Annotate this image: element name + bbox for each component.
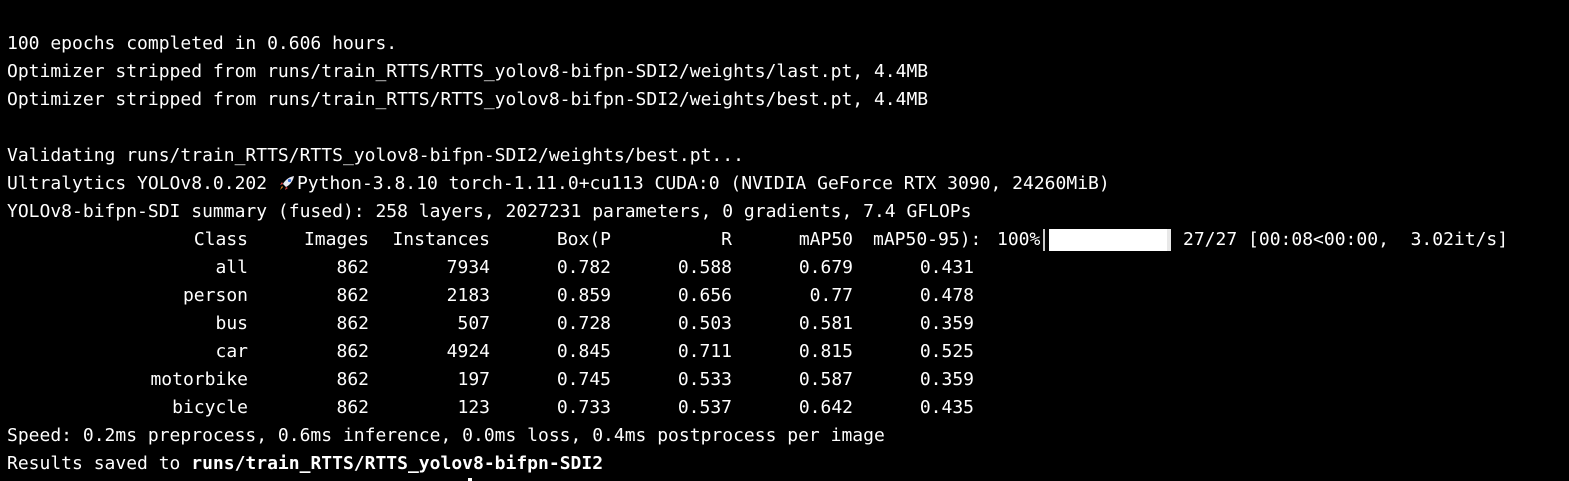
- header-map50-95: mAP50-95):: [873, 229, 982, 250]
- row-class: motorbike: [150, 369, 248, 390]
- rocket-icon: [279, 176, 294, 190]
- row-map50-95: 0.435: [919, 397, 974, 418]
- row-map50: 0.77: [809, 285, 853, 306]
- row-box-p: 0.859: [556, 285, 611, 306]
- progress-bar-fill: [1049, 229, 1167, 251]
- speed-line: Speed: 0.2ms preprocess, 0.6ms inference…: [7, 425, 885, 446]
- row-instances: 197: [457, 369, 490, 390]
- row-map50: 0.581: [798, 313, 853, 334]
- progress-percent: 100%: [997, 229, 1041, 250]
- row-r: 0.588: [677, 257, 732, 278]
- header-images: Images: [303, 229, 369, 250]
- progress-bar-right-edge: [1167, 229, 1171, 251]
- row-class: person: [182, 285, 248, 306]
- ultralytics-line: Ultralytics YOLOv8.0.202 Python-3.8.10 t…: [7, 170, 1110, 198]
- results-prefix: Results saved to: [7, 453, 192, 474]
- row-box-p: 0.782: [556, 257, 611, 278]
- results-line: Results saved to runs/train_RTTS/RTTS_yo…: [7, 450, 603, 478]
- results-path[interactable]: runs/train_RTTS/RTTS_yolov8-bifpn-SDI2: [191, 453, 604, 474]
- progress-tail: 27/27 [00:08<00:00, 3.02it/s]: [1183, 229, 1509, 250]
- row-images: 862: [336, 257, 369, 278]
- row-map50: 0.815: [798, 341, 853, 362]
- row-r: 0.533: [677, 369, 732, 390]
- row-instances: 2183: [446, 285, 490, 306]
- row-class: car: [215, 341, 248, 362]
- row-images: 862: [336, 397, 369, 418]
- header-r: R: [721, 229, 732, 250]
- header-map50: mAP50: [798, 229, 853, 250]
- optimizer-last-line: Optimizer stripped from runs/train_RTTS/…: [7, 61, 929, 82]
- row-class: bicycle: [172, 397, 248, 418]
- row-r: 0.711: [677, 341, 732, 362]
- row-class: all: [215, 257, 248, 278]
- row-images: 862: [336, 285, 369, 306]
- row-box-p: 0.845: [556, 341, 611, 362]
- ultralytics-suffix: Python-3.8.10 torch-1.11.0+cu113 CUDA:0 …: [296, 173, 1110, 194]
- row-images: 862: [336, 341, 369, 362]
- epochs-line: 100 epochs completed in 0.606 hours.: [7, 33, 398, 54]
- row-instances: 123: [457, 397, 490, 418]
- row-images: 862: [336, 313, 369, 334]
- row-map50: 0.679: [798, 257, 853, 278]
- row-box-p: 0.728: [556, 313, 611, 334]
- row-map50-95: 0.431: [919, 257, 974, 278]
- row-box-p: 0.733: [556, 397, 611, 418]
- row-instances: 7934: [446, 257, 490, 278]
- row-r: 0.537: [677, 397, 732, 418]
- ultralytics-prefix: Ultralytics YOLOv8.0.202: [7, 173, 278, 194]
- header-instances: Instances: [392, 229, 490, 250]
- row-r: 0.656: [677, 285, 732, 306]
- row-box-p: 0.745: [556, 369, 611, 390]
- row-class: bus: [215, 313, 248, 334]
- row-map50-95: 0.359: [919, 313, 974, 334]
- optimizer-best-line: Optimizer stripped from runs/train_RTTS/…: [7, 89, 929, 110]
- row-instances: 507: [457, 313, 490, 334]
- header-class: Class: [193, 229, 248, 250]
- progress-bar-left-edge: [1043, 229, 1045, 251]
- row-map50: 0.587: [798, 369, 853, 390]
- header-box-p: Box(P: [556, 229, 611, 250]
- row-map50-95: 0.525: [919, 341, 974, 362]
- row-map50-95: 0.478: [919, 285, 974, 306]
- row-r: 0.503: [677, 313, 732, 334]
- validating-line: Validating runs/train_RTTS/RTTS_yolov8-b…: [7, 145, 744, 166]
- row-images: 862: [336, 369, 369, 390]
- row-map50: 0.642: [798, 397, 853, 418]
- row-map50-95: 0.359: [919, 369, 974, 390]
- text-cursor: [468, 478, 472, 481]
- summary-line: YOLOv8-bifpn-SDI summary (fused): 258 la…: [7, 201, 972, 222]
- row-instances: 4924: [446, 341, 490, 362]
